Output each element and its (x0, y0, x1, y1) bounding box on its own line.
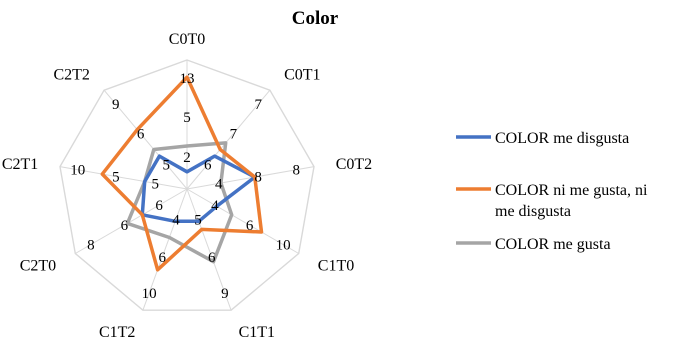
category-label: C2T1 (2, 156, 38, 173)
data-label: 7 (255, 97, 263, 113)
data-label: 5 (194, 212, 202, 228)
series-line (100, 75, 264, 272)
grid-ring (59, 59, 315, 311)
data-label: 4 (172, 212, 180, 228)
data-label: 8 (87, 238, 95, 254)
data-label: 5 (112, 170, 120, 186)
data-label: 8 (293, 163, 301, 179)
radar-grid (59, 59, 315, 311)
data-label: 9 (221, 286, 229, 302)
data-label: 5 (151, 176, 159, 192)
data-label: 13 (180, 71, 195, 87)
grid-spoke (75, 188, 188, 254)
legend: COLOR me disgusta COLOR ni me gusta, ni me… (456, 130, 648, 253)
chart-title: Color (292, 8, 339, 29)
legend-label: COLOR me disgusta (495, 130, 629, 147)
grid-spoke (142, 188, 188, 311)
series-lines (100, 75, 264, 272)
legend-label: COLOR me gusta (495, 236, 611, 253)
grid-spoke (59, 166, 188, 190)
category-labels: C0T0 C0T1 C0T2 C1T0 C1T1 C1T2 C2T0 C2T1 C2T2 (2, 31, 372, 339)
series-line (140, 154, 257, 224)
grid-spoke (186, 188, 299, 254)
grid-spoke (186, 166, 315, 190)
data-label: 2 (183, 150, 191, 166)
category-label: C2T2 (53, 66, 89, 83)
data-label: 6 (137, 127, 145, 143)
category-label: C0T2 (336, 156, 372, 173)
data-label: 10 (276, 238, 291, 254)
grid-spoke (103, 89, 188, 190)
data-label: 6 (208, 250, 216, 266)
data-label: 7 (230, 127, 238, 143)
data-label: 8 (254, 170, 262, 186)
data-label: 6 (204, 157, 212, 173)
data-label: 5 (163, 157, 171, 173)
data-label: 6 (246, 218, 254, 234)
data-label: 6 (159, 250, 167, 266)
series-line (125, 141, 234, 264)
category-label: C1T1 (239, 324, 275, 339)
category-label: C0T0 (169, 31, 205, 48)
data-label: 9 (112, 97, 120, 113)
data-label: 6 (155, 198, 163, 214)
grid-spoke (186, 89, 271, 190)
category-label: C1T0 (318, 258, 354, 275)
category-label: C0T1 (284, 66, 320, 83)
data-label: 10 (70, 163, 85, 179)
category-label: C2T0 (20, 258, 56, 275)
data-label: 5 (183, 110, 191, 126)
category-label: C1T2 (99, 324, 135, 339)
data-label: 4 (215, 176, 223, 192)
data-label: 10 (142, 286, 157, 302)
data-label: 6 (121, 218, 129, 234)
grid-spoke (186, 188, 232, 311)
legend-label: COLOR ni me gusta, ni me disgusta (495, 182, 648, 220)
data-label: 4 (211, 198, 219, 214)
